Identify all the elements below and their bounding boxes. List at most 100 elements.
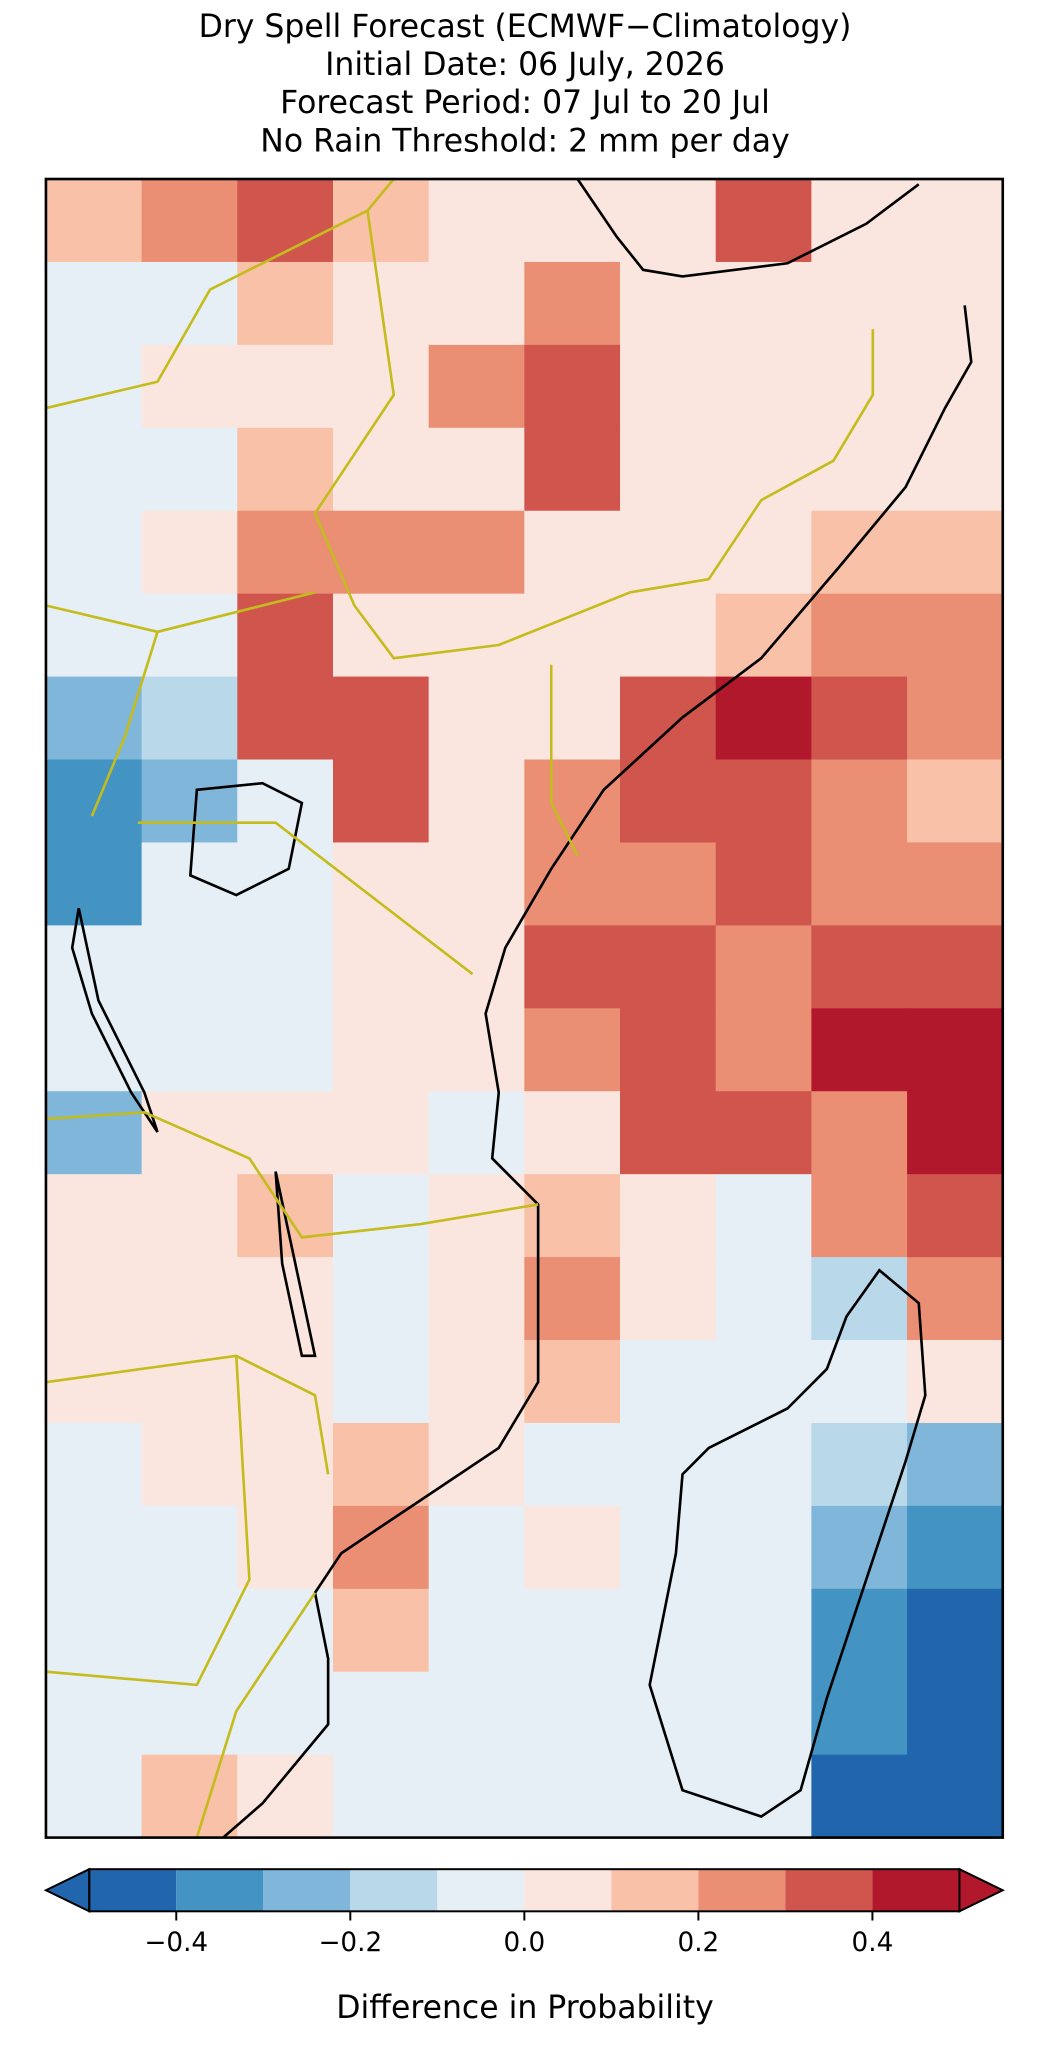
grid-cell — [237, 1257, 334, 1341]
grid-cell — [620, 842, 717, 927]
colorbar-extend-low — [43, 1867, 91, 1913]
grid-cell — [45, 510, 143, 595]
grid-cell — [428, 1588, 525, 1673]
map-frame — [44, 177, 1005, 1839]
grid-cell — [907, 925, 1004, 1009]
grid-cell — [332, 1174, 430, 1258]
grid-cell — [237, 1091, 334, 1175]
lake-victoria — [188, 781, 304, 897]
grid-cell — [428, 1505, 525, 1590]
grid-cell — [237, 676, 334, 761]
grid-cell — [141, 344, 238, 429]
grid-cell — [620, 676, 717, 761]
grid-cell — [620, 1008, 717, 1092]
title-line: No Rain Threshold: 2 mm per day — [260, 123, 789, 159]
grid-cell — [811, 1340, 908, 1424]
grid-cell — [237, 427, 334, 512]
colorbar-bin — [263, 1869, 351, 1912]
colorbar-bin — [89, 1869, 177, 1912]
grid-cell — [428, 676, 525, 761]
grid-cell — [524, 676, 621, 761]
grid-cell — [332, 510, 430, 595]
grid-cell — [620, 427, 717, 512]
grid-cell — [715, 925, 813, 1009]
grid-cell — [715, 1257, 813, 1341]
grid-cell — [45, 1257, 143, 1341]
madagascar-coast — [648, 1268, 927, 1818]
grid-cell — [141, 1340, 238, 1424]
grid-cell — [141, 1008, 238, 1092]
grid-cell — [332, 759, 430, 844]
grid-cell — [332, 1671, 430, 1756]
grid-cell — [141, 261, 238, 346]
grid-cell — [620, 1505, 717, 1590]
grid-cell — [332, 842, 430, 927]
grid-cell — [907, 1588, 1004, 1673]
grid-cell — [811, 759, 908, 844]
grid-cell — [715, 593, 813, 678]
heatmap — [45, 179, 1004, 1839]
grid-cell — [811, 1754, 908, 1839]
colorbar-bin — [698, 1869, 786, 1912]
grid-cell — [620, 1257, 717, 1341]
grid-cell — [428, 427, 525, 512]
grid-cell — [715, 1422, 813, 1507]
grid-cell — [332, 1340, 430, 1424]
grid-cell — [141, 842, 238, 927]
grid-cell — [524, 1754, 621, 1839]
grid-cell — [45, 1174, 143, 1258]
grid-cell — [907, 1505, 1004, 1590]
grid-cell — [428, 842, 525, 927]
grid-cell — [811, 925, 908, 1009]
grid-cell — [811, 1091, 908, 1175]
grid-cell — [428, 1008, 525, 1092]
grid-cell — [524, 1340, 621, 1424]
colorbar-bin — [524, 1869, 612, 1912]
grid-cell — [237, 1422, 334, 1507]
grid-cell — [237, 179, 334, 263]
grid-cell — [237, 593, 334, 678]
grid-cell — [811, 842, 908, 927]
grid-cell — [524, 261, 621, 346]
grid-cell — [428, 1091, 525, 1175]
grid-cell — [332, 1091, 430, 1175]
grid-cell — [715, 842, 813, 927]
grid-cell — [332, 1008, 430, 1092]
grid-cell — [715, 1505, 813, 1590]
grid-cell — [907, 510, 1004, 595]
grid-cell — [907, 1174, 1004, 1258]
grid-cell — [45, 344, 143, 429]
colorbar-bin — [611, 1869, 699, 1912]
grid-cell — [524, 1257, 621, 1341]
grid-cell — [45, 842, 143, 927]
grid-cell — [524, 842, 621, 927]
grid-cell — [907, 427, 1004, 512]
colorbar-tick-label: 0.2 — [678, 1928, 720, 1958]
grid-cell — [811, 179, 908, 263]
grid-cell — [332, 925, 430, 1009]
grid-cell — [715, 1091, 813, 1175]
grid-cell — [811, 1671, 908, 1756]
grid-cell — [620, 1340, 717, 1424]
colorbar-tick-label: −0.2 — [318, 1928, 382, 1958]
grid-cell — [141, 510, 238, 595]
colorbar-label: Difference in Probability — [336, 1990, 713, 2026]
grid-cell — [332, 427, 430, 512]
grid-cell — [141, 1505, 238, 1590]
colorbar-tick-label: 0.0 — [503, 1928, 545, 1958]
colorbar-bin — [785, 1869, 873, 1912]
grid-cell — [141, 676, 238, 761]
title-line: Initial Date: 06 July, 2026 — [325, 47, 725, 83]
colorbar-extend-high — [958, 1867, 1006, 1913]
grid-cell — [907, 1091, 1004, 1175]
borders — [45, 178, 875, 1838]
grid-cell — [620, 510, 717, 595]
grid-cell — [620, 925, 717, 1009]
grid-cell — [428, 179, 525, 263]
colorbar-bin — [350, 1869, 438, 1912]
grid-cell — [45, 1091, 143, 1175]
grid-cell — [907, 1008, 1004, 1092]
grid-cell — [141, 1588, 238, 1673]
grid-cell — [237, 1008, 334, 1092]
